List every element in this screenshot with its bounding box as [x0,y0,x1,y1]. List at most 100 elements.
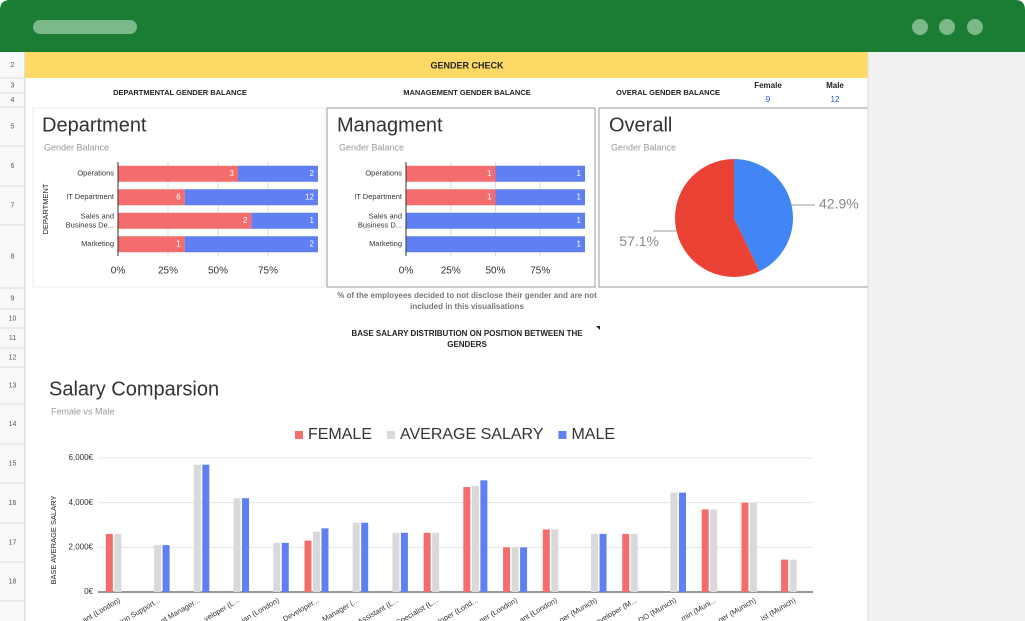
y-tick-label: Marketing [81,239,114,248]
bar [542,529,550,592]
bar [701,509,709,592]
bar [471,485,479,592]
count-value: 12 [831,95,840,104]
row-number: 6 [11,163,15,170]
count-label: Male [826,81,844,90]
x-tick-label: 25% [441,266,461,277]
y-tick-label: IT Department [354,192,403,201]
count-value: 9 [766,95,771,104]
legend-swatch [558,431,567,439]
row-number: 3 [11,82,15,89]
bar [423,532,431,592]
row-header [0,52,25,621]
y-tick-label: 0€ [84,587,93,596]
chart-subtitle: Gender Balance [611,142,676,152]
data-label: 2 [310,169,315,178]
legend-label: AVERAGE SALARY [400,426,544,443]
bar [321,528,329,592]
row-number: 8 [11,253,15,260]
bar [312,531,320,592]
bar-segment [251,212,318,229]
legend-swatch [294,431,303,439]
chart-subtitle: Gender Balance [44,142,109,152]
y-tick-label: Marketing [369,239,402,248]
title-band [25,52,868,78]
bar [432,532,440,592]
bar [273,542,281,592]
bar [511,547,519,592]
y-axis-label: DEPARTMENT [41,183,50,234]
bar [233,498,241,592]
bar [242,498,250,592]
y-tick-label: Sales and Business De... [66,211,114,229]
chart-title: Overall [609,114,672,136]
bar [162,545,170,592]
data-label: 1 [577,239,582,248]
y-tick-label: Operations [365,169,402,178]
data-label: 1 [176,239,181,248]
sheet-title: GENDER CHECK [430,60,504,70]
data-label: 6 [176,192,181,201]
window-bar [0,0,1025,52]
bar [114,533,122,592]
y-tick-label: Sales and Business D... [358,211,402,229]
bar [520,547,528,592]
y-tick-label: 4,000€ [69,498,94,507]
data-label: 2 [243,216,248,225]
row-number: 12 [9,354,17,361]
bar [304,540,312,592]
bar [749,502,757,592]
chart-frame[interactable] [326,107,596,288]
chart-title: Managment [337,114,443,136]
row-number: 14 [9,421,17,428]
chart-frame [32,107,326,288]
data-label: 1 [577,216,582,225]
pie-slice [734,159,793,272]
chart-subtitle: Gender Balance [339,142,404,152]
data-label: 1 [577,192,582,201]
row-number: 2 [11,62,15,69]
x-tick-label: 25% [158,266,178,277]
row-number: 5 [11,123,15,130]
bar [193,464,201,592]
bar [463,487,471,592]
chart-title: Department [42,114,147,136]
data-label: 57.1% [619,233,659,249]
chart-subtitle: Female vs Male [51,406,115,416]
data-label: 1 [577,169,582,178]
x-tick-label: 50% [208,266,228,277]
legend-swatch [386,431,395,439]
row-number: 4 [11,97,15,104]
legend-label: FEMALE [308,426,372,443]
data-label: 12 [305,192,314,201]
window-button[interactable] [912,19,928,35]
bar-segment [118,236,185,253]
bar [551,529,559,592]
bar-segment [495,165,585,182]
row-number: 13 [9,382,17,389]
y-tick-label: 6,000€ [69,453,94,462]
x-tick-label: 50% [485,266,505,277]
bar-segment [406,212,585,229]
x-tick-label: 0% [111,266,126,277]
row-number: 9 [11,295,15,302]
bar [622,533,630,592]
bar-segment [118,165,238,182]
data-label: 1 [310,216,315,225]
pie-slice [675,159,760,277]
section-title: DEPARTMENTAL GENDER BALANCE [113,88,247,97]
bar-segment [184,236,318,253]
window-button[interactable] [939,19,955,35]
bar [105,533,113,592]
bar-segment [184,189,318,206]
row-number: 7 [11,202,15,209]
window-button[interactable] [967,19,983,35]
x-tick-label: 0% [399,266,414,277]
bar [361,522,369,592]
x-tick-label: 75% [258,266,278,277]
bar-segment [495,189,585,206]
count-label: Female [754,81,782,90]
